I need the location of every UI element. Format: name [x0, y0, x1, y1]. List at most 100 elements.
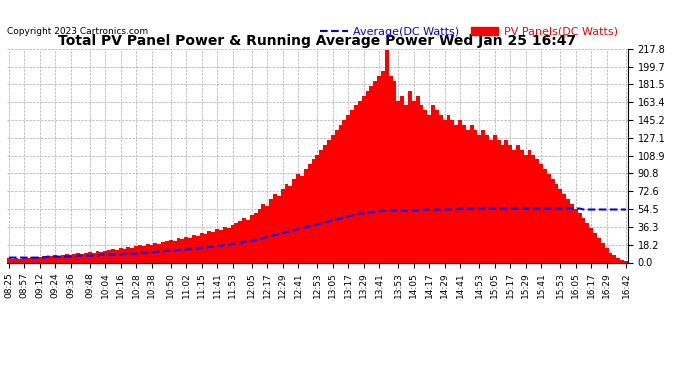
Bar — [570, 204, 574, 262]
Bar — [377, 76, 381, 262]
Bar — [400, 96, 404, 262]
Bar — [351, 110, 354, 262]
Bar — [257, 209, 262, 262]
Bar — [204, 234, 208, 262]
Bar — [238, 221, 242, 262]
Bar — [362, 96, 366, 262]
Bar — [84, 253, 88, 262]
Bar — [88, 252, 92, 262]
Bar — [115, 250, 119, 262]
Bar — [211, 232, 215, 262]
Bar — [578, 213, 582, 262]
Bar — [38, 256, 41, 262]
Bar — [404, 105, 408, 262]
Bar — [562, 194, 566, 262]
Bar — [601, 243, 604, 262]
Bar — [346, 115, 351, 262]
Bar — [130, 248, 134, 262]
Bar — [288, 186, 293, 262]
Bar — [335, 130, 339, 262]
Bar — [304, 169, 308, 262]
Bar — [242, 218, 246, 262]
Bar — [192, 235, 196, 262]
Bar — [227, 228, 230, 262]
Bar — [273, 194, 277, 262]
Bar — [134, 246, 138, 262]
Bar — [512, 150, 516, 262]
Bar — [223, 227, 227, 262]
Bar — [177, 238, 181, 262]
Bar — [96, 251, 99, 262]
Bar — [342, 120, 346, 262]
Bar — [14, 258, 19, 262]
Bar — [46, 256, 49, 262]
Bar — [126, 247, 130, 262]
Bar — [339, 125, 342, 262]
Bar — [200, 233, 204, 262]
Bar — [574, 209, 578, 262]
Bar — [142, 246, 146, 262]
Bar — [451, 120, 454, 262]
Bar — [493, 135, 497, 262]
Bar — [543, 169, 547, 262]
Bar — [613, 255, 616, 262]
Bar — [547, 174, 551, 262]
Bar — [435, 110, 439, 262]
Bar — [111, 249, 115, 262]
Bar — [119, 248, 123, 262]
Bar — [92, 253, 96, 262]
Bar — [146, 244, 150, 262]
Bar — [566, 199, 570, 262]
Bar — [188, 238, 192, 262]
Bar — [266, 206, 269, 262]
Bar — [235, 223, 238, 262]
Bar — [408, 91, 412, 262]
Bar — [230, 225, 235, 262]
Bar — [551, 179, 555, 262]
Bar — [61, 255, 65, 262]
Bar — [312, 159, 315, 262]
Bar — [26, 258, 30, 262]
Bar — [281, 189, 284, 262]
Bar — [296, 174, 300, 262]
Bar — [184, 237, 188, 262]
Bar — [77, 253, 80, 262]
Bar — [161, 242, 165, 262]
Bar — [53, 255, 57, 262]
Bar — [593, 233, 597, 262]
Bar — [150, 245, 153, 262]
Bar — [531, 154, 535, 262]
Bar — [485, 135, 489, 262]
Bar — [589, 228, 593, 262]
Bar — [49, 256, 53, 262]
Bar — [489, 140, 493, 262]
Bar — [269, 199, 273, 262]
Bar — [181, 239, 184, 262]
Bar — [366, 91, 369, 262]
Bar — [397, 100, 400, 262]
Bar — [597, 238, 601, 262]
Bar — [57, 256, 61, 262]
Bar — [381, 71, 385, 262]
Text: Copyright 2023 Cartronics.com: Copyright 2023 Cartronics.com — [7, 27, 148, 36]
Bar — [215, 229, 219, 262]
Bar — [427, 115, 431, 262]
Bar — [509, 145, 512, 262]
Bar — [420, 105, 424, 262]
Bar — [501, 145, 504, 262]
Bar — [41, 256, 46, 262]
Bar — [470, 125, 473, 262]
Bar — [308, 164, 312, 262]
Bar — [246, 220, 250, 262]
Bar — [431, 105, 435, 262]
Bar — [254, 213, 257, 262]
Bar — [196, 236, 200, 262]
Bar — [373, 81, 377, 262]
Bar — [172, 241, 177, 262]
Bar — [473, 130, 477, 262]
Bar — [388, 76, 393, 262]
Bar — [616, 258, 620, 262]
Bar — [30, 256, 34, 262]
Bar — [462, 125, 466, 262]
Bar — [385, 50, 388, 262]
